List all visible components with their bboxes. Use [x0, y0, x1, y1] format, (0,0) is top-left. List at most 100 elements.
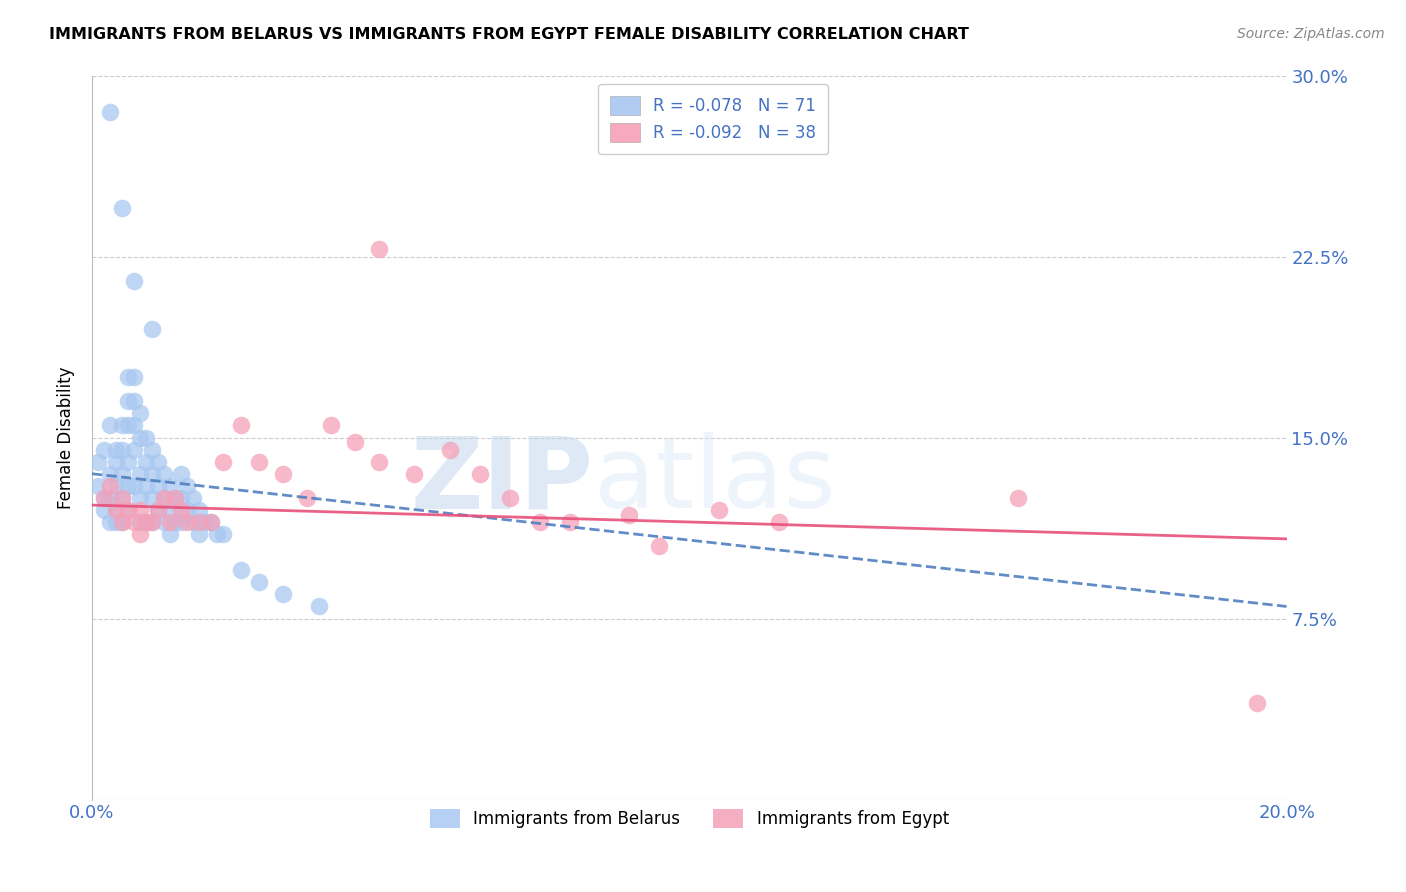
Point [98, 104, 121, 119]
Point [404, 467, 426, 481]
Point [188, 527, 211, 541]
Point [104, 479, 127, 493]
Point [165, 515, 187, 529]
Point [141, 322, 163, 336]
Point [122, 479, 145, 493]
Point [141, 515, 163, 529]
Point [135, 479, 157, 493]
Point [98, 418, 121, 433]
Point [648, 539, 671, 553]
Point [499, 491, 522, 505]
Point [170, 491, 193, 505]
Point [200, 515, 222, 529]
Point [159, 479, 181, 493]
Point [111, 418, 134, 433]
Point [367, 242, 389, 256]
Point [468, 467, 491, 481]
Point [170, 515, 193, 529]
Text: ZIP: ZIP [411, 433, 593, 530]
Point [247, 455, 270, 469]
Point [439, 442, 461, 457]
Point [93, 503, 115, 517]
Point [111, 467, 134, 481]
Point [768, 515, 790, 529]
Point [207, 527, 229, 541]
Point [170, 503, 193, 517]
Legend: Immigrants from Belarus, Immigrants from Egypt: Immigrants from Belarus, Immigrants from… [423, 802, 956, 835]
Point [165, 491, 187, 505]
Point [104, 442, 127, 457]
Point [128, 527, 150, 541]
Point [128, 467, 150, 481]
Point [111, 515, 134, 529]
Point [529, 515, 551, 529]
Point [135, 455, 157, 469]
Point [152, 491, 174, 505]
Point [111, 201, 134, 215]
Point [128, 491, 150, 505]
Point [619, 508, 641, 522]
Point [104, 455, 127, 469]
Point [122, 515, 145, 529]
Point [152, 467, 174, 481]
Point [98, 491, 121, 505]
Point [128, 406, 150, 420]
Point [122, 394, 145, 409]
Point [1246, 696, 1268, 710]
Point [152, 515, 174, 529]
Point [104, 503, 127, 517]
Point [87, 455, 110, 469]
Point [98, 515, 121, 529]
Point [343, 435, 366, 450]
Point [319, 418, 342, 433]
Point [212, 527, 235, 541]
Point [212, 455, 235, 469]
Point [558, 515, 581, 529]
Point [128, 503, 150, 517]
Point [111, 442, 134, 457]
Point [128, 515, 150, 529]
Point [98, 467, 121, 481]
Point [176, 479, 198, 493]
Point [200, 515, 222, 529]
Point [122, 418, 145, 433]
Point [93, 491, 115, 505]
Point [176, 515, 198, 529]
Point [141, 515, 163, 529]
Point [271, 467, 294, 481]
Point [111, 491, 134, 505]
Point [104, 503, 127, 517]
Point [117, 418, 139, 433]
Point [122, 442, 145, 457]
Point [141, 491, 163, 505]
Point [146, 455, 169, 469]
Text: Source: ZipAtlas.com: Source: ZipAtlas.com [1237, 27, 1385, 41]
Point [194, 515, 217, 529]
Point [146, 503, 169, 517]
Point [188, 503, 211, 517]
Point [176, 503, 198, 517]
Point [146, 479, 169, 493]
Point [1007, 491, 1029, 505]
Point [295, 491, 318, 505]
Point [159, 527, 181, 541]
Point [135, 515, 157, 529]
Point [117, 455, 139, 469]
Point [104, 515, 127, 529]
Point [122, 370, 145, 384]
Point [117, 479, 139, 493]
Point [165, 491, 187, 505]
Point [141, 442, 163, 457]
Point [93, 442, 115, 457]
Point [159, 503, 181, 517]
Point [111, 515, 134, 529]
Point [247, 575, 270, 590]
Point [188, 515, 211, 529]
Point [128, 430, 150, 444]
Point [183, 515, 205, 529]
Point [152, 491, 174, 505]
Point [271, 587, 294, 601]
Y-axis label: Female Disability: Female Disability [58, 367, 75, 508]
Point [135, 430, 157, 444]
Point [231, 563, 253, 577]
